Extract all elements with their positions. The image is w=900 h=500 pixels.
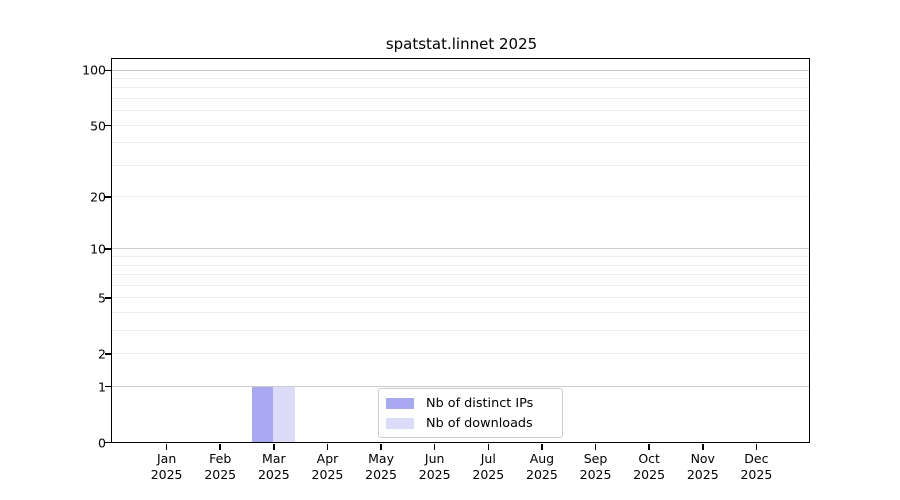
gridline-major — [112, 248, 810, 250]
gridline-minor — [112, 196, 810, 198]
x-tick-month: Oct — [638, 451, 660, 466]
gridline-minor — [112, 78, 810, 80]
gridline-minor — [112, 256, 810, 258]
x-tick — [433, 443, 436, 450]
x-tick-label: Feb 2025 — [188, 451, 252, 483]
x-tick-month: Jan — [156, 451, 177, 466]
x-tick-label: Aug 2025 — [510, 451, 574, 483]
gridline-minor — [112, 110, 810, 112]
gridline-minor — [112, 353, 810, 355]
x-tick-month: Nov — [690, 451, 715, 466]
gridline-major — [112, 385, 810, 387]
x-tick-month: Apr — [316, 451, 339, 466]
x-tick-label: Mar 2025 — [242, 451, 306, 483]
x-tick-year: 2025 — [150, 467, 183, 482]
x-tick — [219, 443, 222, 450]
y-tick — [105, 248, 112, 250]
x-tick — [165, 443, 168, 450]
gridline-minor — [112, 142, 810, 144]
x-tick-label: Jan 2025 — [135, 451, 199, 483]
x-tick-label: Dec 2025 — [724, 451, 788, 483]
x-tick-year: 2025 — [472, 467, 505, 482]
x-tick-label: May 2025 — [349, 451, 413, 483]
gridline-minor — [112, 311, 810, 313]
x-tick-month: Dec — [744, 451, 769, 466]
x-tick-month: May — [368, 451, 394, 466]
gridline-major — [112, 69, 810, 71]
x-tick-label: Apr 2025 — [295, 451, 359, 483]
y-tick-label: 0 — [98, 435, 106, 450]
x-tick — [541, 443, 543, 450]
y-tick-label: 50 — [90, 118, 106, 134]
y-tick-label: 10 — [90, 241, 106, 257]
legend-item-distinct-ips: Nb of distinct IPs — [379, 393, 562, 413]
y-tick — [105, 196, 112, 198]
y-tick-label: 20 — [90, 189, 106, 205]
x-tick-month: Jun — [424, 451, 445, 466]
bar-nb-of-downloads-mar — [273, 385, 295, 442]
y-tick-label: 2 — [98, 346, 106, 362]
x-tick-label: Jul 2025 — [456, 451, 520, 483]
x-tick — [755, 443, 758, 450]
x-tick — [648, 443, 650, 450]
x-tick-year: 2025 — [633, 467, 666, 482]
x-tick-year: 2025 — [740, 467, 773, 482]
gridline-minor — [112, 98, 810, 100]
y-tick — [105, 69, 112, 72]
x-tick-month: Feb — [209, 451, 232, 466]
x-tick-label: Nov 2025 — [671, 451, 735, 483]
y-tick — [105, 353, 112, 355]
x-tick-year: 2025 — [526, 467, 558, 482]
legend-swatch-downloads — [386, 417, 414, 429]
x-tick-month: Sep — [583, 451, 608, 466]
x-tick-year: 2025 — [311, 467, 344, 482]
gridline-minor — [112, 297, 810, 299]
x-tick — [273, 443, 275, 450]
gridline-minor — [112, 329, 810, 331]
legend-item-downloads: Nb of downloads — [379, 413, 562, 433]
x-tick — [701, 443, 704, 450]
y-tick-label: 5 — [98, 290, 106, 306]
x-tick-label: Sep 2025 — [564, 451, 628, 483]
legend: Nb of distinct IPs Nb of downloads — [378, 388, 563, 438]
x-tick-month: Jul — [480, 451, 496, 466]
y-tick-label: 1 — [98, 379, 106, 395]
legend-label-downloads: Nb of downloads — [426, 415, 533, 431]
y-tick — [105, 441, 112, 444]
legend-swatch-distinct-ips — [386, 397, 414, 409]
x-tick-year: 2025 — [204, 467, 237, 482]
x-tick-month: Aug — [529, 451, 555, 466]
x-tick-year: 2025 — [257, 467, 290, 482]
x-tick-year: 2025 — [686, 467, 719, 482]
bar-nb-of-distinct-ips-mar — [251, 385, 274, 442]
y-tick — [105, 124, 112, 127]
gridline-minor — [112, 264, 810, 266]
y-tick — [105, 297, 112, 299]
x-tick-year: 2025 — [418, 467, 451, 482]
x-tick-label: Jun 2025 — [403, 451, 467, 483]
plot-area — [111, 58, 811, 443]
x-tick — [594, 443, 597, 450]
chart-title: spatstat.linnet 2025 — [385, 35, 538, 53]
gridline-minor — [112, 124, 810, 126]
legend-label-distinct-ips: Nb of distinct IPs — [426, 395, 534, 411]
gridline-minor — [112, 274, 810, 276]
gridline-minor — [112, 87, 810, 89]
x-tick-year: 2025 — [579, 467, 612, 482]
x-tick-month: Mar — [262, 451, 286, 466]
x-tick-label: Oct 2025 — [617, 451, 681, 483]
y-tick-label: 100 — [82, 62, 106, 78]
x-tick — [487, 443, 490, 450]
y-tick — [105, 385, 112, 388]
gridline-minor — [112, 164, 810, 166]
gridline-minor — [112, 284, 810, 286]
x-tick — [326, 443, 329, 450]
x-tick-year: 2025 — [365, 467, 397, 482]
x-tick — [380, 443, 382, 450]
